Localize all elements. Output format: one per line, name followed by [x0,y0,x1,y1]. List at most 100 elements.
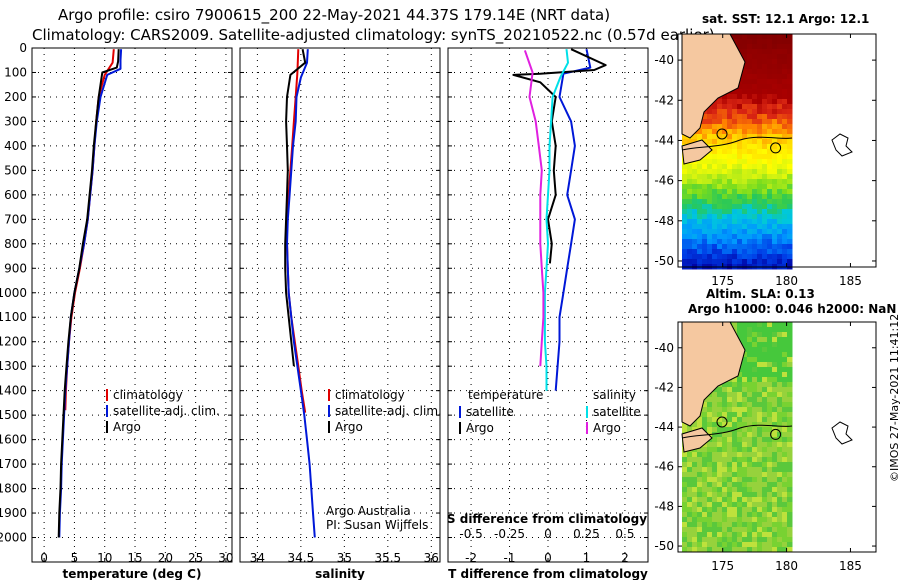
map-cell [727,204,733,210]
map-cell [777,189,783,195]
map-cell [772,327,778,333]
map-cell [762,462,768,468]
map-cell [747,39,753,45]
map-cell [747,542,753,548]
map-cell [727,229,733,235]
map-cell [747,84,753,90]
map-cell [707,169,713,175]
map-cell [742,169,748,175]
map-cell [702,512,708,518]
map-cell [712,204,718,210]
map-cell [732,39,738,45]
map-cell [787,397,793,403]
map-cell [777,99,783,105]
map-cell [787,39,793,45]
map-cell [757,437,763,443]
map-cell [757,457,763,463]
map-cell [782,174,788,180]
map-cell [752,179,758,185]
map-cell [752,482,758,488]
map-cell [762,542,768,548]
map-cell [742,357,748,363]
map-cell [717,487,723,493]
map-cell [757,209,763,215]
map-cell [737,94,743,100]
map-cell [782,532,788,538]
map-cell [722,139,728,145]
map-cell [742,199,748,205]
map-cell [707,179,713,185]
map-cell [722,259,728,265]
map-cell [762,432,768,438]
map-cell [777,542,783,548]
map-cell [757,522,763,528]
map-cell [772,234,778,240]
map-cell [757,422,763,428]
map-cell [687,502,693,508]
map-cell [727,124,733,130]
map-cell [767,39,773,45]
map-cell [742,44,748,50]
map-cell [722,109,728,115]
map-cell [727,447,733,453]
map-cell [702,542,708,548]
map-cell [722,382,728,388]
map-cell [697,229,703,235]
map-cell [722,104,728,110]
map-cell [787,189,793,195]
map-cell [787,69,793,75]
map-cell [737,174,743,180]
map-cell [737,34,743,40]
map-cell [702,472,708,478]
depth-tick-label: 200 [4,90,27,104]
map-cell [737,194,743,200]
map-cell [782,179,788,185]
map-cell [752,437,758,443]
map-cell [782,402,788,408]
map-cell [772,492,778,498]
map-cell [737,392,743,398]
map-cell [707,204,713,210]
map-cell [737,437,743,443]
salinity-xtick-label: 36 [424,551,439,565]
map-cell [777,397,783,403]
map-cell [732,322,738,328]
map-cell [737,487,743,493]
map-ytick-label: -50 [654,254,674,268]
depth-tick-label: 700 [4,212,27,226]
map-cell [687,532,693,538]
map-cell [747,412,753,418]
map-cell [717,492,723,498]
map-cell [787,377,793,383]
map-cell [752,512,758,518]
map-cell [757,99,763,105]
map-cell [727,134,733,140]
legend-label-1: satellite-adj. clim. [335,404,442,418]
map-cell [782,497,788,503]
map-cell [737,39,743,45]
map-cell [742,322,748,328]
map-cell [757,134,763,140]
map-cell [777,104,783,110]
map-cell [787,169,793,175]
map-cell [717,209,723,215]
map-cell [702,244,708,250]
map-cell [732,422,738,428]
map-cell [722,502,728,508]
map-cell [742,179,748,185]
map-cell [717,129,723,135]
map-cell [697,174,703,180]
map-cell [752,337,758,343]
map-cell [702,422,708,428]
map-cell [762,59,768,65]
map-cell [697,457,703,463]
map-cell [737,89,743,95]
map-cell [742,537,748,543]
map-cell [727,502,733,508]
map-cell [762,94,768,100]
map-cell [762,129,768,135]
map-cell [727,209,733,215]
temperature-xtick-label: 20 [158,551,173,565]
depth-tick-label: 2000 [0,531,27,545]
